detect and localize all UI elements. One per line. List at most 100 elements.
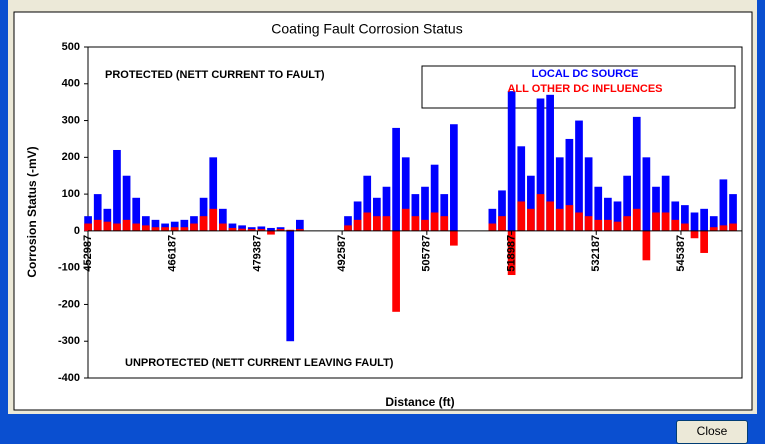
bar xyxy=(690,212,699,231)
bar xyxy=(218,208,227,231)
bar xyxy=(199,197,208,231)
bar xyxy=(690,230,699,239)
bar xyxy=(604,219,612,231)
window: Coating Fault Corrosion Status Distance … xyxy=(8,0,757,414)
y-tick-label: 100 xyxy=(62,188,80,200)
bar xyxy=(594,186,603,231)
bar xyxy=(373,216,381,231)
bar xyxy=(642,230,651,261)
bar xyxy=(247,227,256,231)
y-tick-label: 500 xyxy=(62,41,80,53)
bar xyxy=(507,91,516,231)
bar xyxy=(709,227,718,231)
bar xyxy=(709,216,718,231)
y-tick-label: -300 xyxy=(58,335,80,347)
bar xyxy=(411,194,420,231)
bar xyxy=(700,208,708,231)
bar xyxy=(555,157,564,231)
bar xyxy=(344,225,352,231)
bar xyxy=(190,223,198,231)
x-tick-label: 479387 xyxy=(251,235,263,272)
y-tick-label: -100 xyxy=(58,262,80,274)
bar xyxy=(103,208,112,231)
bar xyxy=(719,225,728,231)
chart-title: Coating Fault Corrosion Status xyxy=(271,21,462,37)
bar xyxy=(411,216,420,231)
bar xyxy=(546,201,554,231)
bar xyxy=(652,186,660,231)
bar xyxy=(565,138,574,231)
bar xyxy=(729,194,737,231)
bar xyxy=(527,208,535,231)
bar xyxy=(536,98,545,231)
bar xyxy=(170,221,179,231)
bar xyxy=(228,223,237,231)
y-tick-label: 400 xyxy=(62,78,80,90)
bar xyxy=(392,127,400,231)
bar xyxy=(613,201,622,231)
bar xyxy=(421,219,429,231)
y-tick-label: 300 xyxy=(62,114,80,126)
bar xyxy=(440,194,449,231)
bar xyxy=(575,212,583,231)
bar xyxy=(401,157,410,231)
bar xyxy=(209,208,218,231)
bar xyxy=(286,229,295,231)
bar xyxy=(700,230,708,253)
bar xyxy=(353,219,362,231)
bar xyxy=(488,208,497,231)
bar xyxy=(122,175,131,231)
bar xyxy=(450,124,458,231)
annotation: UNPROTECTED (NETT CURRENT LEAVING FAULT) xyxy=(125,357,394,369)
bar xyxy=(392,230,400,312)
y-tick-label: -200 xyxy=(58,298,80,310)
bar xyxy=(681,223,689,231)
bar xyxy=(180,227,189,231)
bar xyxy=(613,221,622,231)
bar xyxy=(238,228,246,231)
bar xyxy=(363,175,372,231)
y-tick-label: 0 xyxy=(74,225,80,237)
x-tick-label: 545387 xyxy=(675,235,687,272)
bar xyxy=(257,229,266,231)
bar xyxy=(382,186,391,231)
bar xyxy=(218,223,227,231)
bar xyxy=(421,186,429,231)
bar xyxy=(296,229,304,231)
bar xyxy=(199,216,208,231)
bar xyxy=(161,227,169,231)
x-tick-label: 492587 xyxy=(336,235,348,272)
close-button[interactable]: Close xyxy=(676,420,748,444)
bar xyxy=(238,225,246,231)
bar xyxy=(527,175,535,231)
bar xyxy=(132,223,141,231)
bar xyxy=(729,223,737,231)
bar xyxy=(93,219,102,231)
bar xyxy=(141,216,150,231)
bar xyxy=(594,219,603,231)
bar xyxy=(681,205,689,231)
legend-label: ALL OTHER DC INFLUENCES xyxy=(507,83,662,95)
bar xyxy=(151,227,160,231)
bar xyxy=(296,219,304,231)
bar xyxy=(257,226,266,231)
bar xyxy=(141,225,150,231)
bar xyxy=(652,212,660,231)
bar xyxy=(84,223,92,231)
bar xyxy=(642,157,651,231)
bar xyxy=(276,229,285,231)
x-axis-label: Distance (ft) xyxy=(385,395,454,409)
bar xyxy=(517,146,526,231)
bar xyxy=(84,216,92,231)
bar xyxy=(228,227,237,231)
bar xyxy=(353,201,362,231)
bar xyxy=(373,197,381,231)
bar xyxy=(584,157,593,231)
bar xyxy=(671,201,680,231)
bar xyxy=(430,164,439,231)
bar xyxy=(584,216,593,231)
y-tick-label: 200 xyxy=(62,151,80,163)
bar xyxy=(488,223,497,231)
bar xyxy=(93,194,102,231)
bar xyxy=(555,208,564,231)
